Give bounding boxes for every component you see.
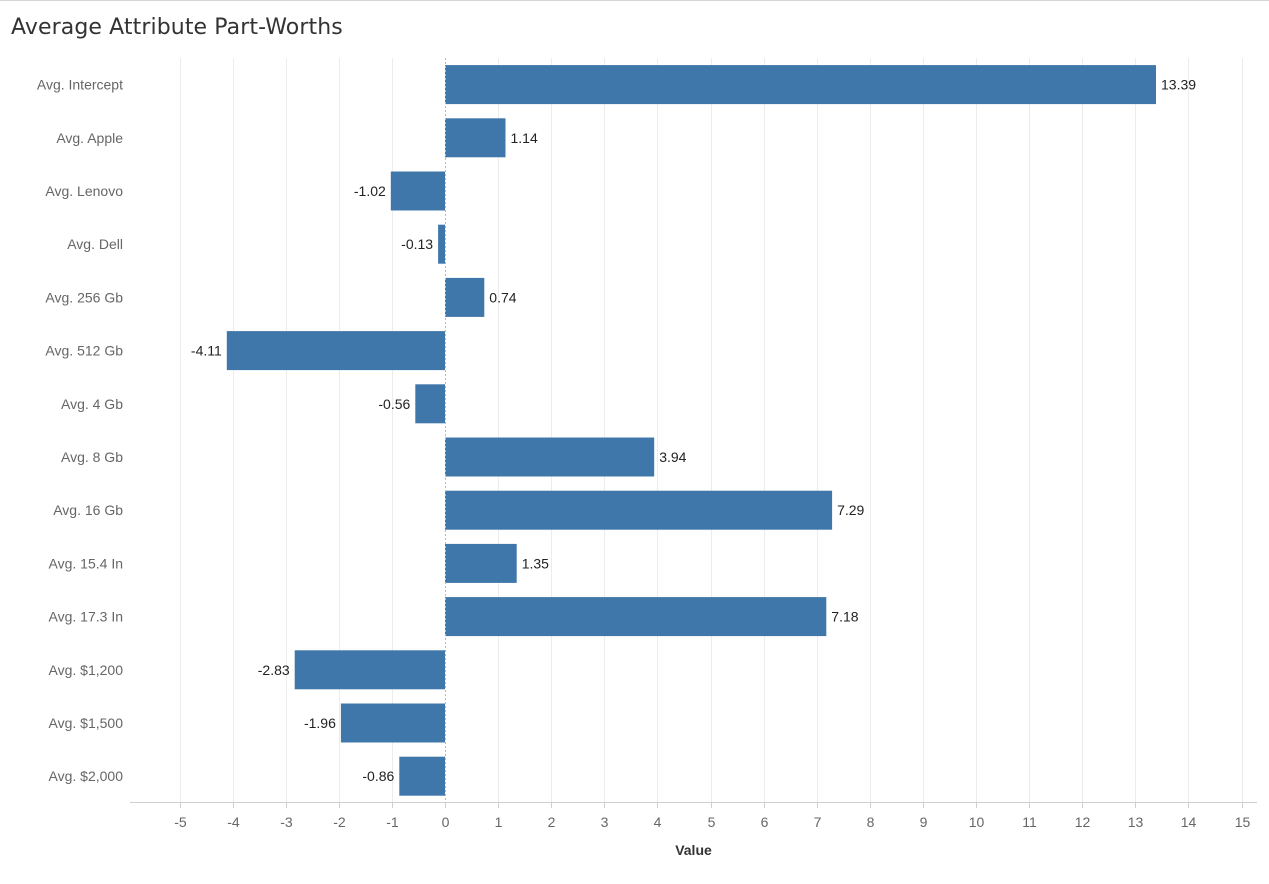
x-tick-label: 7 — [814, 814, 822, 830]
x-tick-label: 11 — [1022, 814, 1037, 830]
x-tick-label: 9 — [920, 814, 928, 830]
data-label: -0.86 — [362, 768, 394, 784]
data-label: 3.94 — [659, 449, 686, 465]
bar — [445, 437, 655, 477]
x-axis: -5 -4 -3 -2 -1 0 1 2 3 4 5 6 7 8 9 10 11 12 13 14 15 — [130, 802, 1257, 830]
gridlines — [180, 58, 1243, 802]
data-label: -1.96 — [304, 715, 336, 731]
x-tick-label: -4 — [227, 814, 240, 830]
category-label: Avg. Apple — [56, 130, 123, 146]
category-label: Avg. 512 Gb — [45, 343, 123, 359]
data-labels: 13.39 1.14 -1.02 -0.13 0.74 -4.11 -0.56 3.94 7.2… — [191, 77, 1196, 785]
bar — [445, 65, 1156, 105]
category-label: Avg. $2,000 — [49, 768, 124, 784]
bars — [226, 65, 1156, 796]
data-label: 13.39 — [1161, 77, 1196, 93]
data-label: -4.11 — [191, 343, 222, 359]
chart-title: Average Attribute Part-Worths — [11, 15, 343, 40]
category-labels: Avg. Intercept Avg. Apple Avg. Lenovo Avg. … — [37, 77, 123, 785]
data-label: -2.83 — [258, 662, 290, 678]
x-tick-label: -3 — [280, 814, 293, 830]
category-label: Avg. 17.3 In — [49, 609, 123, 625]
bar — [438, 224, 445, 264]
bar — [294, 650, 445, 690]
x-tick-label: 4 — [654, 814, 662, 830]
category-label: Avg. $1,200 — [49, 662, 124, 678]
data-label: 1.35 — [522, 555, 549, 571]
bar — [445, 490, 833, 530]
x-tick-label: 6 — [761, 814, 769, 830]
x-tick-label: 5 — [708, 814, 716, 830]
bar — [445, 118, 506, 158]
data-label: 7.18 — [831, 609, 858, 625]
category-label: Avg. 16 Gb — [53, 502, 123, 518]
x-tick-label: -1 — [386, 814, 399, 830]
x-tick-label: -5 — [174, 814, 187, 830]
x-tick-label: 14 — [1181, 814, 1197, 830]
x-tick-label: 8 — [867, 814, 875, 830]
x-tick-label: 0 — [442, 814, 450, 830]
bar — [226, 331, 445, 371]
x-tick-label: 10 — [969, 814, 985, 830]
bar — [340, 703, 445, 743]
data-label: 1.14 — [511, 130, 538, 146]
x-axis-title: Value — [675, 842, 712, 858]
data-label: 7.29 — [837, 502, 864, 518]
category-label: Avg. $1,500 — [49, 715, 124, 731]
data-label: -0.13 — [401, 236, 433, 252]
top-divider — [0, 0, 1269, 1]
x-tick-label: 12 — [1075, 814, 1091, 830]
x-tick-label: 2 — [548, 814, 556, 830]
bar — [399, 756, 445, 796]
x-tick-label: -2 — [333, 814, 346, 830]
category-label: Avg. 8 Gb — [61, 449, 123, 465]
category-label: Avg. Intercept — [37, 77, 123, 93]
bar — [445, 597, 827, 637]
category-label: Avg. 256 Gb — [45, 289, 123, 305]
data-label: 0.74 — [489, 289, 516, 305]
x-tick-label: 1 — [495, 814, 503, 830]
category-label: Avg. Lenovo — [45, 183, 123, 199]
x-tick-label: 15 — [1235, 814, 1251, 830]
category-label: Avg. Dell — [67, 236, 123, 252]
category-label: Avg. 15.4 In — [49, 555, 123, 571]
bar — [445, 543, 517, 583]
data-label: -1.02 — [354, 183, 386, 199]
data-label: -0.56 — [378, 396, 410, 412]
bar — [415, 384, 445, 424]
x-tick-label: 13 — [1128, 814, 1144, 830]
category-label: Avg. 4 Gb — [61, 396, 123, 412]
x-tick-label: 3 — [601, 814, 609, 830]
bar — [390, 171, 445, 211]
bar — [445, 277, 485, 317]
